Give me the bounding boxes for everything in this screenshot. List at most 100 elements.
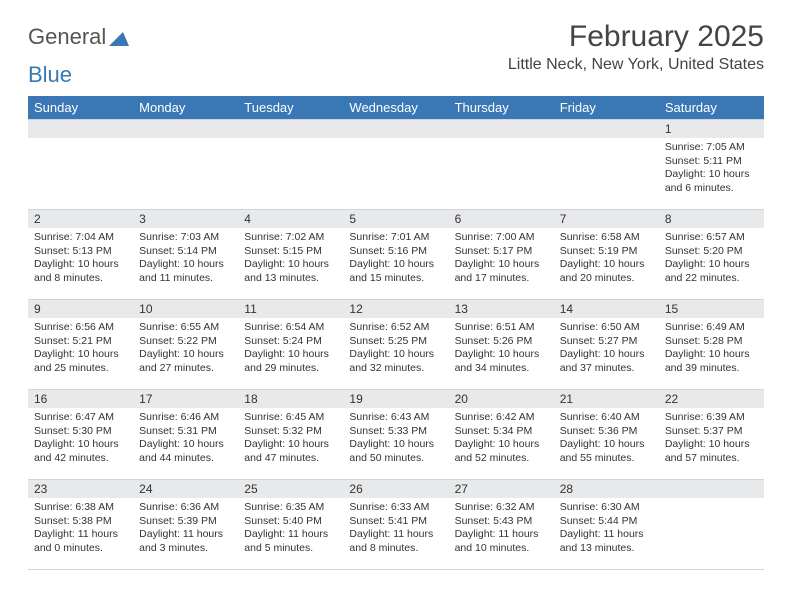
calendar-cell <box>554 120 659 210</box>
calendar-cell <box>659 480 764 570</box>
day-content: Sunrise: 7:03 AMSunset: 5:14 PMDaylight:… <box>133 228 238 290</box>
calendar-week-row: 23Sunrise: 6:38 AMSunset: 5:38 PMDayligh… <box>28 480 764 570</box>
day-content: Sunrise: 6:35 AMSunset: 5:40 PMDaylight:… <box>238 498 343 560</box>
logo-text-1: General <box>28 24 106 50</box>
day-content: Sunrise: 6:39 AMSunset: 5:37 PMDaylight:… <box>659 408 764 470</box>
day-content: Sunrise: 6:50 AMSunset: 5:27 PMDaylight:… <box>554 318 659 380</box>
page-title: February 2025 <box>508 20 764 54</box>
day-content: Sunrise: 7:05 AMSunset: 5:11 PMDaylight:… <box>659 138 764 200</box>
calendar-cell: 17Sunrise: 6:46 AMSunset: 5:31 PMDayligh… <box>133 390 238 480</box>
calendar-cell: 2Sunrise: 7:04 AMSunset: 5:13 PMDaylight… <box>28 210 133 300</box>
day-content: Sunrise: 6:38 AMSunset: 5:38 PMDaylight:… <box>28 498 133 560</box>
calendar-cell <box>449 120 554 210</box>
day-header: Tuesday <box>238 96 343 120</box>
day-content: Sunrise: 7:00 AMSunset: 5:17 PMDaylight:… <box>449 228 554 290</box>
location-text: Little Neck, New York, United States <box>508 56 764 74</box>
day-number: 6 <box>449 210 554 228</box>
day-number <box>238 120 343 138</box>
calendar-cell: 20Sunrise: 6:42 AMSunset: 5:34 PMDayligh… <box>449 390 554 480</box>
day-number: 10 <box>133 300 238 318</box>
day-number: 22 <box>659 390 764 408</box>
calendar-week-row: 9Sunrise: 6:56 AMSunset: 5:21 PMDaylight… <box>28 300 764 390</box>
day-number: 25 <box>238 480 343 498</box>
day-number: 18 <box>238 390 343 408</box>
calendar-cell: 9Sunrise: 6:56 AMSunset: 5:21 PMDaylight… <box>28 300 133 390</box>
day-number: 26 <box>343 480 448 498</box>
day-number: 11 <box>238 300 343 318</box>
day-header: Friday <box>554 96 659 120</box>
calendar-cell: 27Sunrise: 6:32 AMSunset: 5:43 PMDayligh… <box>449 480 554 570</box>
day-content: Sunrise: 6:45 AMSunset: 5:32 PMDaylight:… <box>238 408 343 470</box>
day-number: 3 <box>133 210 238 228</box>
logo: General <box>28 20 131 50</box>
day-content: Sunrise: 6:51 AMSunset: 5:26 PMDaylight:… <box>449 318 554 380</box>
calendar-cell: 23Sunrise: 6:38 AMSunset: 5:38 PMDayligh… <box>28 480 133 570</box>
day-content: Sunrise: 6:36 AMSunset: 5:39 PMDaylight:… <box>133 498 238 560</box>
day-content: Sunrise: 6:56 AMSunset: 5:21 PMDaylight:… <box>28 318 133 380</box>
logo-icon <box>109 28 129 46</box>
day-number: 4 <box>238 210 343 228</box>
calendar-header-row: SundayMondayTuesdayWednesdayThursdayFrid… <box>28 96 764 120</box>
day-header: Thursday <box>449 96 554 120</box>
day-content: Sunrise: 6:57 AMSunset: 5:20 PMDaylight:… <box>659 228 764 290</box>
day-content: Sunrise: 7:02 AMSunset: 5:15 PMDaylight:… <box>238 228 343 290</box>
calendar-cell: 14Sunrise: 6:50 AMSunset: 5:27 PMDayligh… <box>554 300 659 390</box>
day-number: 9 <box>28 300 133 318</box>
day-content: Sunrise: 7:04 AMSunset: 5:13 PMDaylight:… <box>28 228 133 290</box>
day-number: 17 <box>133 390 238 408</box>
day-content: Sunrise: 6:33 AMSunset: 5:41 PMDaylight:… <box>343 498 448 560</box>
day-content: Sunrise: 6:58 AMSunset: 5:19 PMDaylight:… <box>554 228 659 290</box>
calendar-week-row: 16Sunrise: 6:47 AMSunset: 5:30 PMDayligh… <box>28 390 764 480</box>
day-number: 16 <box>28 390 133 408</box>
day-content: Sunrise: 6:55 AMSunset: 5:22 PMDaylight:… <box>133 318 238 380</box>
calendar-cell: 10Sunrise: 6:55 AMSunset: 5:22 PMDayligh… <box>133 300 238 390</box>
calendar-cell: 26Sunrise: 6:33 AMSunset: 5:41 PMDayligh… <box>343 480 448 570</box>
calendar-cell: 21Sunrise: 6:40 AMSunset: 5:36 PMDayligh… <box>554 390 659 480</box>
day-number: 8 <box>659 210 764 228</box>
calendar-cell: 19Sunrise: 6:43 AMSunset: 5:33 PMDayligh… <box>343 390 448 480</box>
logo-text-2: Blue <box>28 62 72 87</box>
day-number: 21 <box>554 390 659 408</box>
calendar-cell <box>133 120 238 210</box>
day-content: Sunrise: 6:42 AMSunset: 5:34 PMDaylight:… <box>449 408 554 470</box>
calendar-cell: 4Sunrise: 7:02 AMSunset: 5:15 PMDaylight… <box>238 210 343 300</box>
day-number <box>554 120 659 138</box>
calendar-table: SundayMondayTuesdayWednesdayThursdayFrid… <box>28 96 764 570</box>
day-number: 7 <box>554 210 659 228</box>
day-header: Sunday <box>28 96 133 120</box>
day-number <box>28 120 133 138</box>
calendar-cell: 8Sunrise: 6:57 AMSunset: 5:20 PMDaylight… <box>659 210 764 300</box>
calendar-cell: 7Sunrise: 6:58 AMSunset: 5:19 PMDaylight… <box>554 210 659 300</box>
day-number <box>449 120 554 138</box>
day-header: Wednesday <box>343 96 448 120</box>
day-number: 27 <box>449 480 554 498</box>
day-number: 12 <box>343 300 448 318</box>
calendar-cell <box>28 120 133 210</box>
day-number: 13 <box>449 300 554 318</box>
calendar-week-row: 1Sunrise: 7:05 AMSunset: 5:11 PMDaylight… <box>28 120 764 210</box>
calendar-cell: 15Sunrise: 6:49 AMSunset: 5:28 PMDayligh… <box>659 300 764 390</box>
day-number: 15 <box>659 300 764 318</box>
day-content: Sunrise: 6:30 AMSunset: 5:44 PMDaylight:… <box>554 498 659 560</box>
calendar-cell: 6Sunrise: 7:00 AMSunset: 5:17 PMDaylight… <box>449 210 554 300</box>
calendar-cell: 22Sunrise: 6:39 AMSunset: 5:37 PMDayligh… <box>659 390 764 480</box>
day-number: 19 <box>343 390 448 408</box>
calendar-week-row: 2Sunrise: 7:04 AMSunset: 5:13 PMDaylight… <box>28 210 764 300</box>
calendar-cell: 28Sunrise: 6:30 AMSunset: 5:44 PMDayligh… <box>554 480 659 570</box>
day-content: Sunrise: 6:49 AMSunset: 5:28 PMDaylight:… <box>659 318 764 380</box>
day-content: Sunrise: 6:46 AMSunset: 5:31 PMDaylight:… <box>133 408 238 470</box>
day-content: Sunrise: 7:01 AMSunset: 5:16 PMDaylight:… <box>343 228 448 290</box>
day-number <box>133 120 238 138</box>
day-content: Sunrise: 6:52 AMSunset: 5:25 PMDaylight:… <box>343 318 448 380</box>
day-content: Sunrise: 6:32 AMSunset: 5:43 PMDaylight:… <box>449 498 554 560</box>
day-number: 2 <box>28 210 133 228</box>
calendar-cell: 18Sunrise: 6:45 AMSunset: 5:32 PMDayligh… <box>238 390 343 480</box>
calendar-cell: 24Sunrise: 6:36 AMSunset: 5:39 PMDayligh… <box>133 480 238 570</box>
day-header: Saturday <box>659 96 764 120</box>
calendar-cell: 5Sunrise: 7:01 AMSunset: 5:16 PMDaylight… <box>343 210 448 300</box>
day-number: 14 <box>554 300 659 318</box>
calendar-body: 1Sunrise: 7:05 AMSunset: 5:11 PMDaylight… <box>28 120 764 570</box>
calendar-cell: 13Sunrise: 6:51 AMSunset: 5:26 PMDayligh… <box>449 300 554 390</box>
calendar-cell: 12Sunrise: 6:52 AMSunset: 5:25 PMDayligh… <box>343 300 448 390</box>
day-number: 24 <box>133 480 238 498</box>
